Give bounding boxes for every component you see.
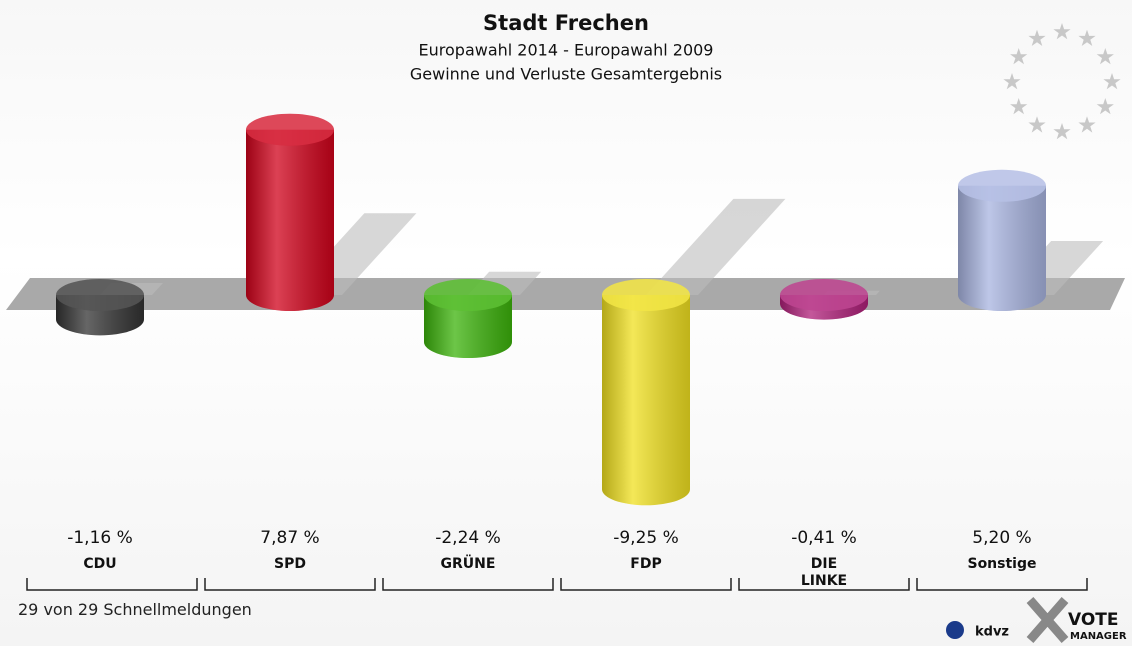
- star: [1096, 48, 1114, 65]
- chart-subtitle: Europawahl 2014 - Europawahl 2009: [419, 41, 714, 60]
- category-bracket: [382, 578, 554, 591]
- bar-cap: [958, 169, 1046, 202]
- star: [1028, 29, 1046, 46]
- category-label: DIE LINKE: [800, 556, 848, 589]
- bar-shade: [958, 185, 1046, 311]
- star: [1028, 116, 1046, 133]
- category-bracket: [738, 578, 910, 591]
- zero-band: [6, 278, 1125, 310]
- bar-cap-light: [780, 279, 868, 311]
- star: [1010, 48, 1028, 65]
- bar-cap-light: [56, 279, 144, 311]
- star: [1096, 98, 1114, 115]
- bar-cap-light: [958, 169, 1046, 202]
- category-label: FDP: [630, 556, 662, 572]
- bar-shade: [424, 295, 512, 359]
- star: [1053, 123, 1071, 140]
- category-bracket: [560, 578, 732, 591]
- value-label: -2,24 %: [435, 528, 501, 548]
- value-label: -1,16 %: [67, 528, 133, 548]
- category-label: Sonstige: [967, 556, 1037, 572]
- bar-shade: [602, 295, 690, 506]
- category-label: GRÜNE: [440, 556, 496, 572]
- logo-icon: [1026, 597, 1069, 643]
- bars: [56, 113, 1104, 506]
- star: [1053, 23, 1071, 40]
- value-label: 7,87 %: [260, 528, 319, 548]
- logo-text: VOTE: [1068, 610, 1119, 630]
- category-bracket: [916, 578, 1088, 591]
- value-label: -9,25 %: [613, 528, 679, 548]
- logo-text: kdvz: [975, 625, 1009, 640]
- bar-cap-light: [424, 279, 512, 311]
- chart-title: Stadt Frechen: [483, 11, 649, 35]
- chart-subtitle: Gewinne und Verluste Gesamtergebnis: [410, 65, 722, 84]
- bar-cap: [424, 279, 512, 311]
- bar-shade: [246, 129, 334, 311]
- category-bracket: [204, 578, 376, 591]
- eu-stars: [1003, 23, 1121, 140]
- logo-icon: [946, 621, 964, 639]
- bar-cap: [602, 279, 690, 311]
- category-bracket: [26, 578, 198, 591]
- star: [1078, 116, 1096, 133]
- footer-note: 29 von 29 Schnellmeldungen: [18, 600, 252, 619]
- bar-cap: [56, 279, 144, 311]
- bar-cap-light: [246, 113, 334, 146]
- star: [1078, 29, 1096, 46]
- value-label: -0,41 %: [791, 528, 857, 548]
- bar-cap: [246, 113, 334, 146]
- value-label: 5,20 %: [972, 528, 1031, 548]
- category-label: SPD: [274, 556, 306, 572]
- logo-text: MANAGER: [1070, 631, 1127, 642]
- bar-shadow: [646, 198, 786, 295]
- star: [1003, 73, 1021, 90]
- bar-cap-light: [602, 279, 690, 311]
- star: [1103, 73, 1121, 90]
- category-label: CDU: [83, 556, 117, 572]
- bar-cap: [780, 279, 868, 311]
- star: [1010, 98, 1028, 115]
